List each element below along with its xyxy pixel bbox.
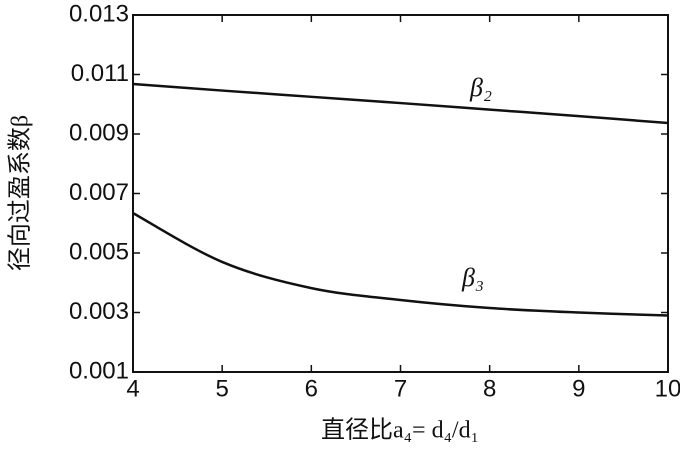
x-tick-label: 4 xyxy=(126,375,139,402)
y-tick-label: 0.011 xyxy=(71,60,129,87)
x-tick-label: 6 xyxy=(305,375,318,402)
x-tick-label: 8 xyxy=(483,375,496,402)
y-axis-title: 径向过盈系数β xyxy=(7,115,34,271)
x-axis-title: 直径比a₄= d₄/d₁ xyxy=(321,417,479,444)
y-tick-label: 0.009 xyxy=(69,119,129,146)
series-label: β₃ xyxy=(461,263,484,292)
plot-frame xyxy=(132,14,669,373)
x-tick-label: 10 xyxy=(655,375,680,402)
y-tick-label: 0.005 xyxy=(69,238,129,265)
series-label: β₂ xyxy=(469,73,492,102)
series-line xyxy=(132,82,669,125)
y-tick-label: 0.007 xyxy=(69,179,129,206)
x-tick-label: 5 xyxy=(215,375,228,402)
y-tick-label: 0.013 xyxy=(69,0,129,27)
series-line xyxy=(132,212,669,317)
x-tick-label: 7 xyxy=(394,375,407,402)
x-tick-label: 9 xyxy=(572,375,585,402)
y-tick-label: 0.003 xyxy=(69,298,129,325)
y-tick-label: 0.001 xyxy=(69,357,129,384)
